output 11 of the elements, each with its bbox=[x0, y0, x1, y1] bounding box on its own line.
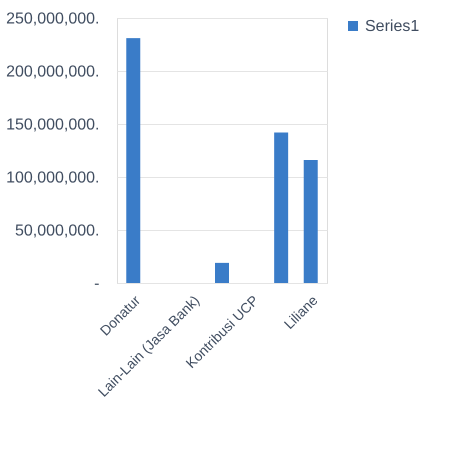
y-tick-label: - bbox=[94, 276, 100, 292]
bar bbox=[126, 38, 140, 283]
bar bbox=[304, 160, 318, 283]
legend-label: Series1 bbox=[365, 18, 420, 35]
y-tick-label: 150,000,000. bbox=[6, 116, 100, 134]
y-tick-label: 100,000,000. bbox=[6, 170, 100, 186]
bar bbox=[274, 132, 288, 283]
y-tick-label: 50,000,000. bbox=[14, 222, 100, 240]
y-tick-label: 200,000,000. bbox=[6, 64, 100, 80]
y-tick-label: 250,000,000. bbox=[6, 10, 100, 28]
bar bbox=[215, 262, 229, 283]
